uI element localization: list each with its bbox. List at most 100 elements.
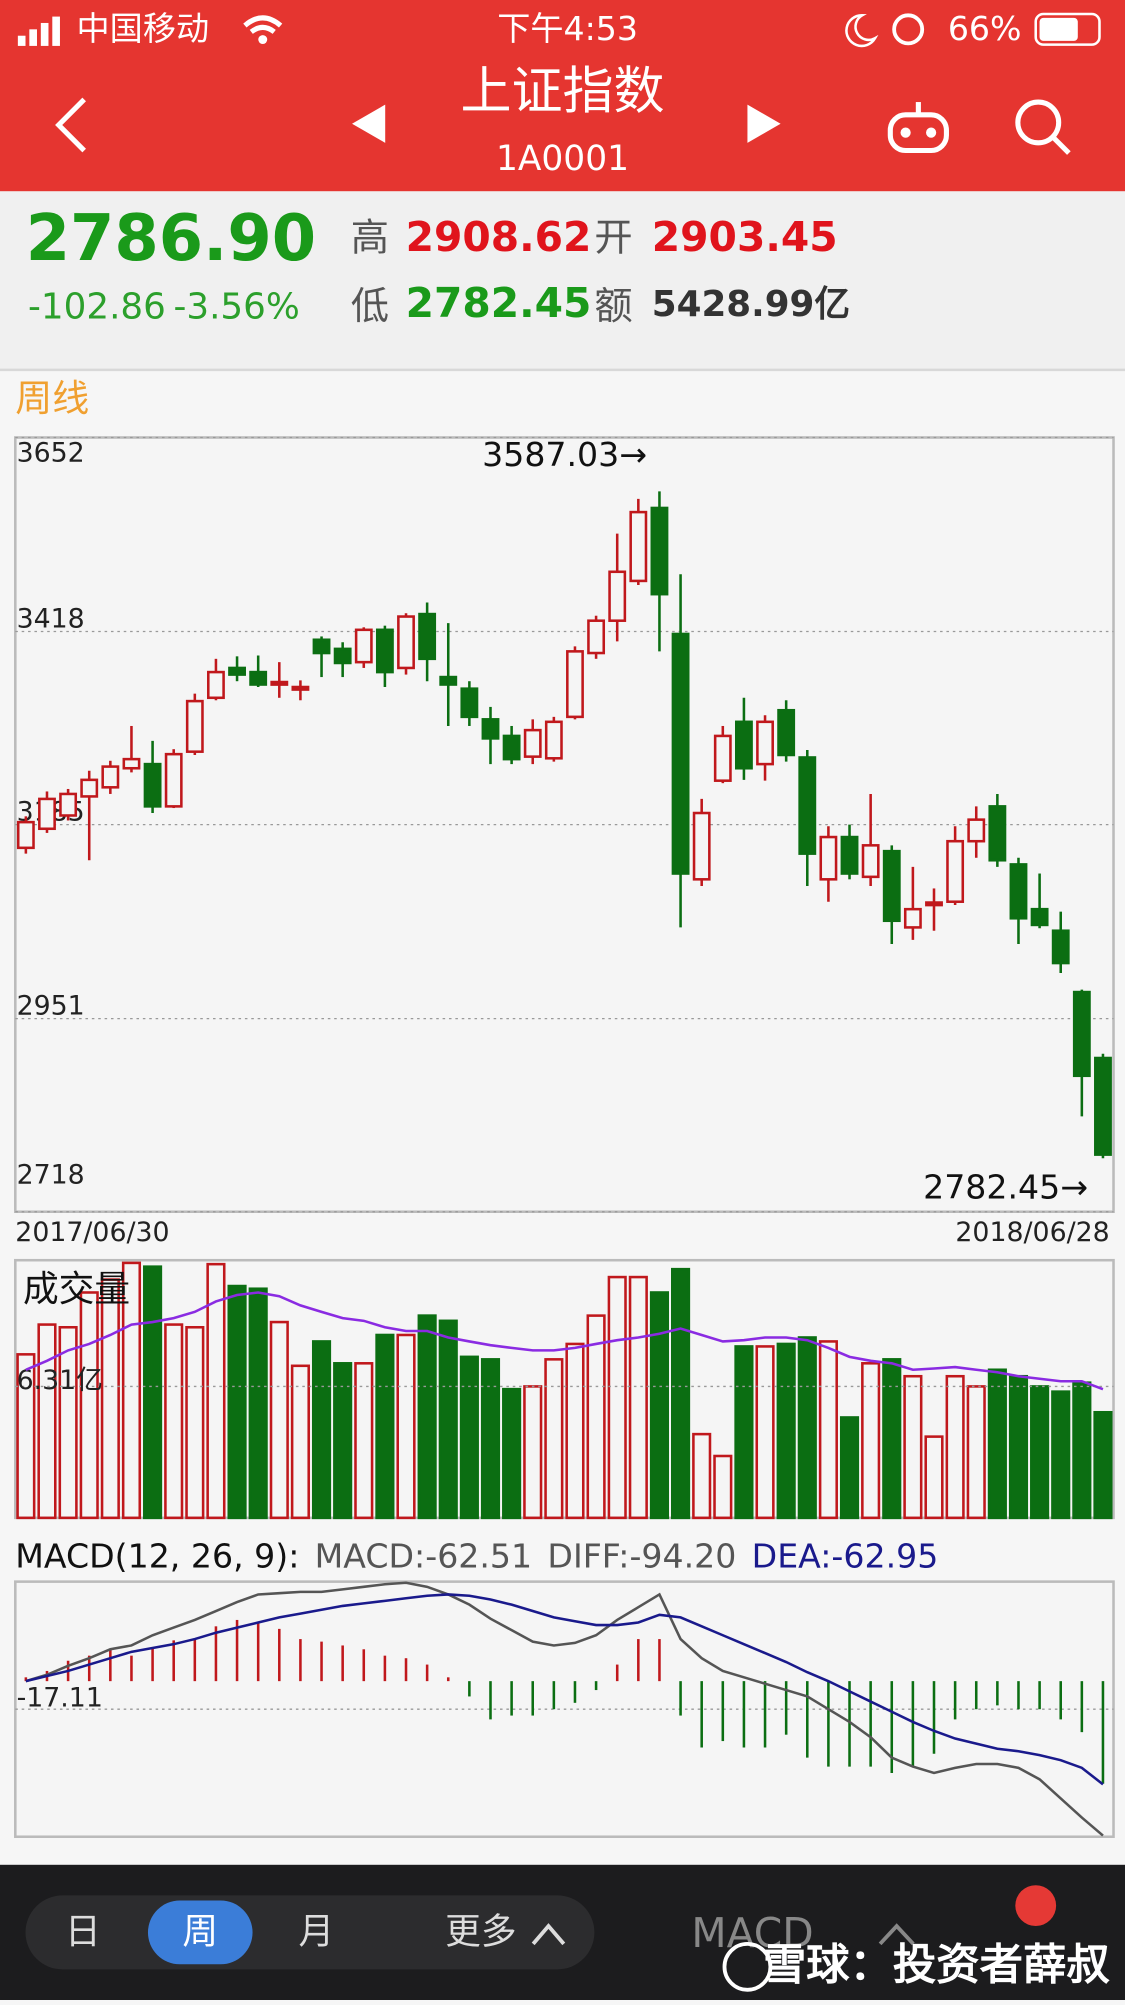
volume-bar (459, 1355, 479, 1520)
candle-body (291, 685, 310, 691)
notify-dot (1015, 1885, 1057, 1927)
volume-bar (565, 1342, 585, 1520)
volume-bar (1093, 1410, 1113, 1520)
index-title: 上证指数 (460, 62, 664, 121)
macd-line (25, 1593, 1104, 1786)
candle-body (333, 647, 352, 665)
tab-month[interactable]: 月 (298, 1912, 334, 1953)
volume-bar (502, 1387, 522, 1520)
tab-week[interactable]: 周 (182, 1912, 218, 1953)
wifi-dot (258, 35, 268, 45)
volume-bar (1008, 1374, 1029, 1520)
low-label: 低 (351, 284, 389, 329)
candle-body (798, 756, 817, 855)
indicator-button[interactable]: MACD (691, 1909, 813, 1957)
volume-bar (882, 1358, 902, 1520)
candle-body (397, 615, 415, 670)
volume-bar (375, 1333, 395, 1520)
amount-label: 额 (594, 284, 632, 329)
volume-bar (987, 1368, 1007, 1520)
change-pct: -3.56% (173, 287, 299, 328)
candle-body (650, 506, 669, 596)
candle-body (270, 680, 289, 686)
volume-bar (649, 1291, 670, 1520)
volume-bar (79, 1291, 99, 1520)
y-tick-label: 2718 (17, 1160, 85, 1191)
volume-bar (903, 1374, 923, 1520)
volume-bar (861, 1362, 881, 1520)
tab-day[interactable]: 日 (65, 1912, 101, 1953)
candle-body (819, 835, 838, 881)
open-value: 2903.45 (652, 213, 838, 261)
volume-bar (1051, 1390, 1071, 1520)
volume-bar (311, 1340, 332, 1520)
battery-pct: 66% (948, 9, 1022, 48)
volume-bar (100, 1278, 120, 1520)
candle-body (16, 820, 35, 850)
y-tick-label: -17.11 (17, 1682, 103, 1713)
search-button[interactable] (1015, 99, 1071, 155)
y-tick-label: 2951 (17, 991, 85, 1022)
candle-body (80, 778, 99, 798)
watermark: 雪球：投资者薛叔 (763, 1941, 1111, 1991)
candle-body (629, 510, 648, 583)
candle-body (587, 619, 606, 655)
signal-icon (17, 16, 60, 46)
candle-body (143, 762, 162, 808)
candle-body (481, 718, 500, 740)
period-label: 周线 (15, 377, 89, 420)
macd-title: MACD(12, 26, 9): (15, 1536, 299, 1575)
candle-body (207, 670, 225, 700)
volume-bar (143, 1265, 163, 1520)
watermark-logo (722, 1941, 773, 1992)
low-value: 2782.45 (406, 279, 592, 327)
volume-bar (417, 1314, 437, 1520)
legend-entry: DIFF:-94.20 (547, 1536, 736, 1575)
prev-button[interactable] (352, 104, 386, 143)
legend-entry: DEA:-62.95 (752, 1536, 939, 1575)
candle-body (946, 839, 965, 903)
volume-bar (248, 1287, 268, 1520)
candle-body (671, 632, 690, 875)
high-value: 2908.62 (406, 213, 592, 261)
candle-body (460, 687, 479, 719)
candle-body (692, 811, 711, 881)
candle-body (439, 675, 458, 686)
volume-bar (333, 1362, 353, 1520)
candle-body (608, 570, 627, 622)
y-tick-label: 6.31亿 (17, 1365, 103, 1396)
volume-bar (269, 1320, 289, 1520)
back-button[interactable] (55, 97, 86, 153)
volume-bar (586, 1314, 606, 1520)
tab-more[interactable]: 更多 (445, 1912, 516, 1953)
candle-body (59, 792, 78, 817)
quote-bg (0, 191, 1125, 370)
high-label: 高 (351, 215, 389, 260)
wifi-icon (243, 15, 283, 34)
next-button[interactable] (747, 104, 781, 143)
candle-body (713, 734, 732, 782)
amount-value: 5428.99亿 (652, 284, 850, 325)
battery-level (1039, 17, 1078, 41)
volume-bar (818, 1340, 838, 1520)
change: -102.86 (28, 287, 166, 328)
candle-body (903, 907, 922, 929)
moon-icon (845, 14, 879, 48)
volume-bar (966, 1385, 986, 1520)
y-tick-label: 3418 (17, 603, 85, 634)
candle-body (925, 901, 943, 907)
volume-bar (713, 1454, 733, 1520)
candle-body (840, 835, 859, 875)
volume-bar (480, 1358, 501, 1520)
volume-bar (607, 1275, 627, 1520)
lock-icon (892, 13, 925, 46)
candle-body (38, 797, 56, 831)
bot-button[interactable] (887, 102, 949, 154)
indicator-caret (878, 1923, 915, 1946)
candle-body (312, 638, 331, 655)
more-caret (531, 1923, 566, 1946)
candle-body (756, 720, 774, 766)
chart-frame (14, 1258, 1115, 1520)
volume-bar (924, 1435, 944, 1520)
